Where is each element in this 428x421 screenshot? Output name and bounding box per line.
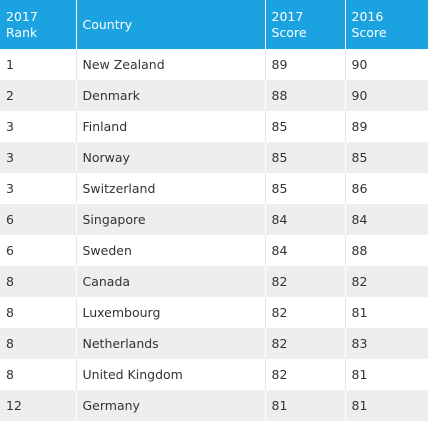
- cell-score-2016: 81: [345, 390, 428, 421]
- cell-rank: 6: [0, 235, 76, 266]
- cell-country: Sweden: [76, 235, 265, 266]
- cell-score-2016: 85: [345, 142, 428, 173]
- cell-score-2016: 82: [345, 266, 428, 297]
- cell-score-2017: 84: [265, 204, 345, 235]
- cell-score-2017: 82: [265, 266, 345, 297]
- table-header: 2017 Rank Country 2017 Score 2016 Score: [0, 0, 428, 49]
- header-score-2016-line-1: 2016: [352, 9, 428, 25]
- cell-score-2017: 82: [265, 359, 345, 390]
- cell-score-2017: 84: [265, 235, 345, 266]
- header-score-2016-line-2: Score: [352, 25, 428, 41]
- cell-rank: 8: [0, 266, 76, 297]
- header-score-2017-line-2: Score: [272, 25, 345, 41]
- cell-country: Switzerland: [76, 173, 265, 204]
- cell-rank: 6: [0, 204, 76, 235]
- cell-rank: 1: [0, 49, 76, 80]
- cell-score-2017: 88: [265, 80, 345, 111]
- header-score-2016: 2016 Score: [345, 0, 428, 49]
- cell-country: Denmark: [76, 80, 265, 111]
- cell-rank: 8: [0, 328, 76, 359]
- cell-country: Norway: [76, 142, 265, 173]
- cell-score-2017: 85: [265, 111, 345, 142]
- cell-score-2016: 86: [345, 173, 428, 204]
- cell-score-2017: 82: [265, 297, 345, 328]
- header-row: 2017 Rank Country 2017 Score 2016 Score: [0, 0, 428, 49]
- cell-rank: 3: [0, 173, 76, 204]
- cell-country: Finland: [76, 111, 265, 142]
- cell-country: Singapore: [76, 204, 265, 235]
- header-rank-line-2: Rank: [6, 25, 76, 41]
- cell-rank: 3: [0, 111, 76, 142]
- cell-score-2016: 88: [345, 235, 428, 266]
- cell-country: Netherlands: [76, 328, 265, 359]
- cell-score-2016: 81: [345, 297, 428, 328]
- header-country-label: Country: [83, 17, 265, 33]
- header-score-2017-line-1: 2017: [272, 9, 345, 25]
- cell-country: United Kingdom: [76, 359, 265, 390]
- cell-country: New Zealand: [76, 49, 265, 80]
- header-rank-line-1: 2017: [6, 9, 76, 25]
- cell-score-2016: 81: [345, 359, 428, 390]
- cell-rank: 8: [0, 359, 76, 390]
- cell-score-2016: 84: [345, 204, 428, 235]
- header-country: Country: [76, 0, 265, 49]
- cell-country: Luxembourg: [76, 297, 265, 328]
- cell-score-2017: 85: [265, 142, 345, 173]
- cell-score-2017: 81: [265, 390, 345, 421]
- cell-score-2016: 90: [345, 80, 428, 111]
- cell-score-2017: 85: [265, 173, 345, 204]
- cell-rank: 2: [0, 80, 76, 111]
- cell-score-2016: 89: [345, 111, 428, 142]
- cell-rank: 12: [0, 390, 76, 421]
- cell-country: Germany: [76, 390, 265, 421]
- cell-score-2017: 89: [265, 49, 345, 80]
- cell-rank: 8: [0, 297, 76, 328]
- cell-rank: 3: [0, 142, 76, 173]
- header-score-2017: 2017 Score: [265, 0, 345, 49]
- header-rank: 2017 Rank: [0, 0, 76, 49]
- cell-score-2016: 90: [345, 49, 428, 80]
- cell-score-2017: 82: [265, 328, 345, 359]
- cell-country: Canada: [76, 266, 265, 297]
- cell-score-2016: 83: [345, 328, 428, 359]
